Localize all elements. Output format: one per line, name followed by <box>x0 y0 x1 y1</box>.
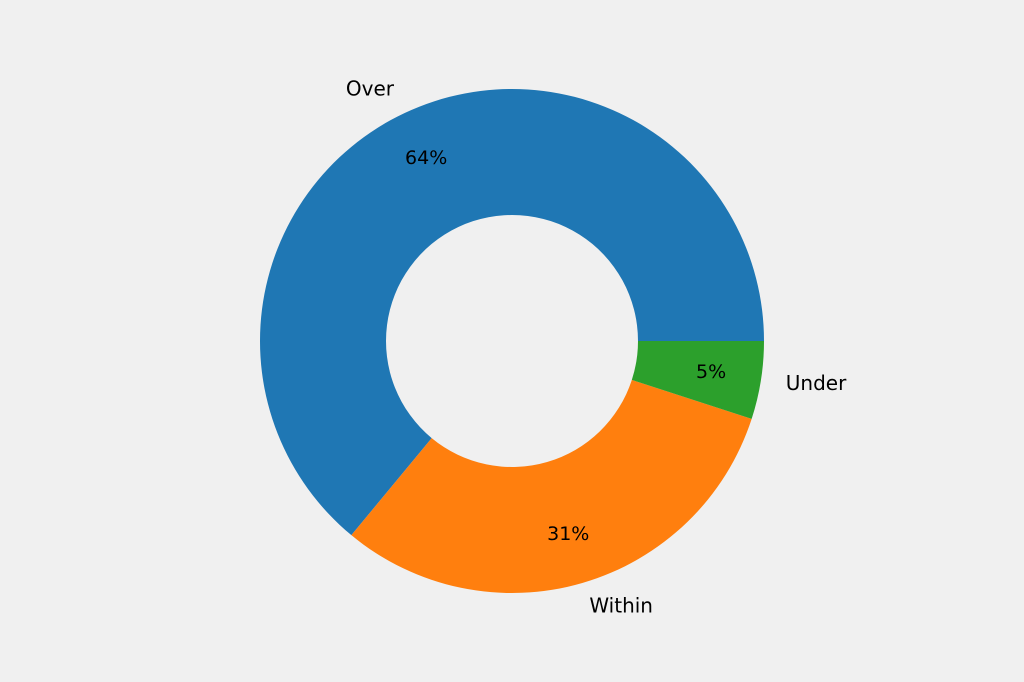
labels: Over 64% Within 31% Under 5% <box>346 77 847 618</box>
slice-over <box>260 89 764 536</box>
percent-label-within: 31% <box>547 523 589 545</box>
category-label-over: Over <box>346 77 395 101</box>
slices <box>260 89 764 594</box>
slice-under <box>631 341 764 419</box>
percent-label-over: 64% <box>405 147 447 169</box>
slice-within <box>351 379 752 594</box>
category-label-within: Within <box>589 594 653 618</box>
category-label-under: Under <box>786 371 847 395</box>
percent-label-under: 5% <box>696 361 726 383</box>
